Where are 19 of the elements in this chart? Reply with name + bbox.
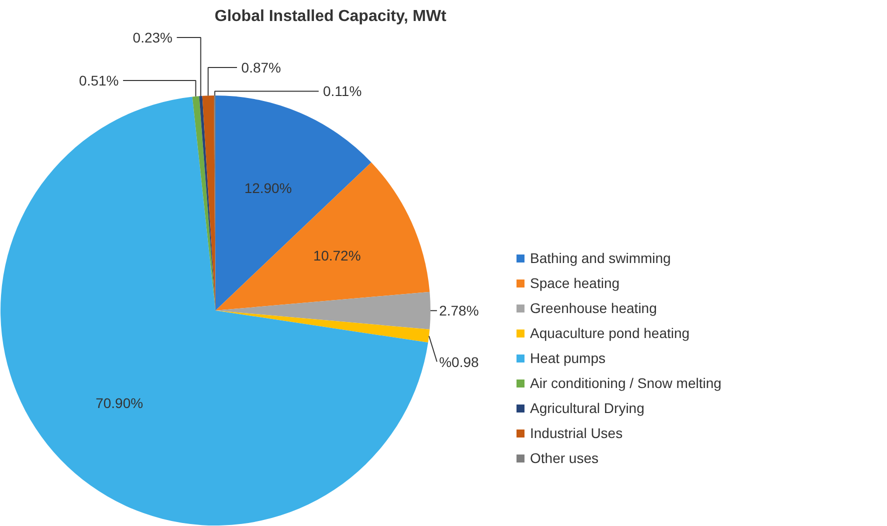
- legend-label: Industrial Uses: [530, 425, 623, 441]
- data-label: 12.90%: [244, 180, 292, 196]
- chart-title: Global Installed Capacity, MWt: [214, 8, 448, 25]
- data-label: 0.23%: [132, 29, 173, 46]
- data-label: %0.98: [439, 354, 480, 370]
- legend-label: Space heating: [530, 275, 620, 291]
- legend-label: Heat pumps: [530, 350, 606, 366]
- data-label: 2.78%: [439, 302, 479, 319]
- legend-label: Agricultural Drying: [530, 400, 644, 416]
- legend-label: Aquaculture pond heating: [530, 325, 690, 341]
- data-label: 10.72%: [313, 248, 361, 264]
- legend-label: Other uses: [530, 450, 598, 466]
- data-label: 0.87%: [241, 60, 282, 76]
- data-label: 0.51%: [79, 72, 119, 88]
- data-label: 70.90%: [96, 394, 144, 411]
- legend-label: Greenhouse heating: [530, 300, 657, 316]
- legend-label: Bathing and swimming: [530, 250, 671, 266]
- legend-label: Air conditioning / Snow melting: [530, 375, 722, 391]
- data-label: 0.11%: [323, 83, 362, 100]
